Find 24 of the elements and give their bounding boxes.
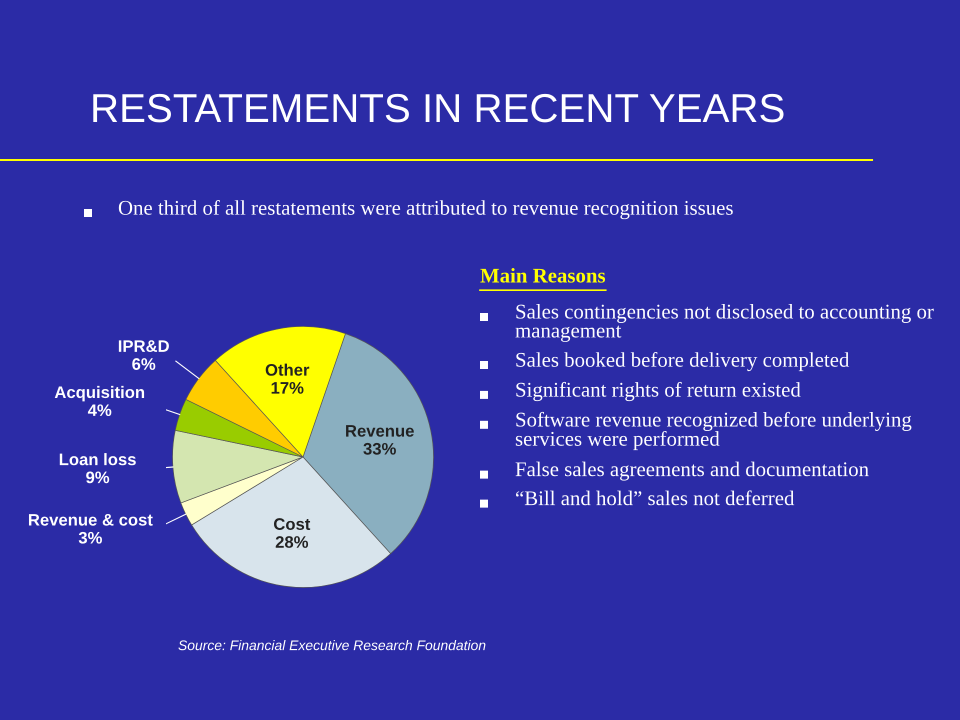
slice-label: Other <box>266 364 310 376</box>
text: Software revenue recognized before underlying services were performed <box>516 412 912 450</box>
chart-subtitle: One third of all restatements were attributed to revenue recognition issues <box>118 200 733 220</box>
data-label: 33% <box>363 442 396 455</box>
text: Main Reasons <box>480 268 606 283</box>
slice-label: Revenue <box>346 425 414 437</box>
data-label: 3% <box>78 532 102 544</box>
data-label: 17% <box>272 382 304 394</box>
text: Sales contingencies not disclosed to accounting or management <box>515 304 934 342</box>
slice-label: Acquisition <box>54 386 144 402</box>
slice-label: Loan loss <box>60 453 136 466</box>
data-label: 28% <box>276 536 308 548</box>
data-label: 9% <box>86 471 110 484</box>
slice-label: Cost <box>274 518 310 530</box>
slice-label: IPR&D <box>118 340 169 352</box>
data-label: 4% <box>88 404 112 416</box>
text: False sales agreements and documentation <box>516 462 869 481</box>
text: Significant rights of return existed <box>516 382 801 402</box>
source-note: Source: Financial Executive Research Foundation <box>178 640 486 650</box>
data-label: 6% <box>132 358 156 370</box>
text: “Bill and hold” sales not deferred <box>516 490 794 506</box>
text: Sales booked before delivery completed <box>516 352 850 372</box>
slice-label: Revenue & cost <box>28 514 153 526</box>
chart-title: RESTATEMENTS IN RECENT YEARS <box>93 94 784 122</box>
